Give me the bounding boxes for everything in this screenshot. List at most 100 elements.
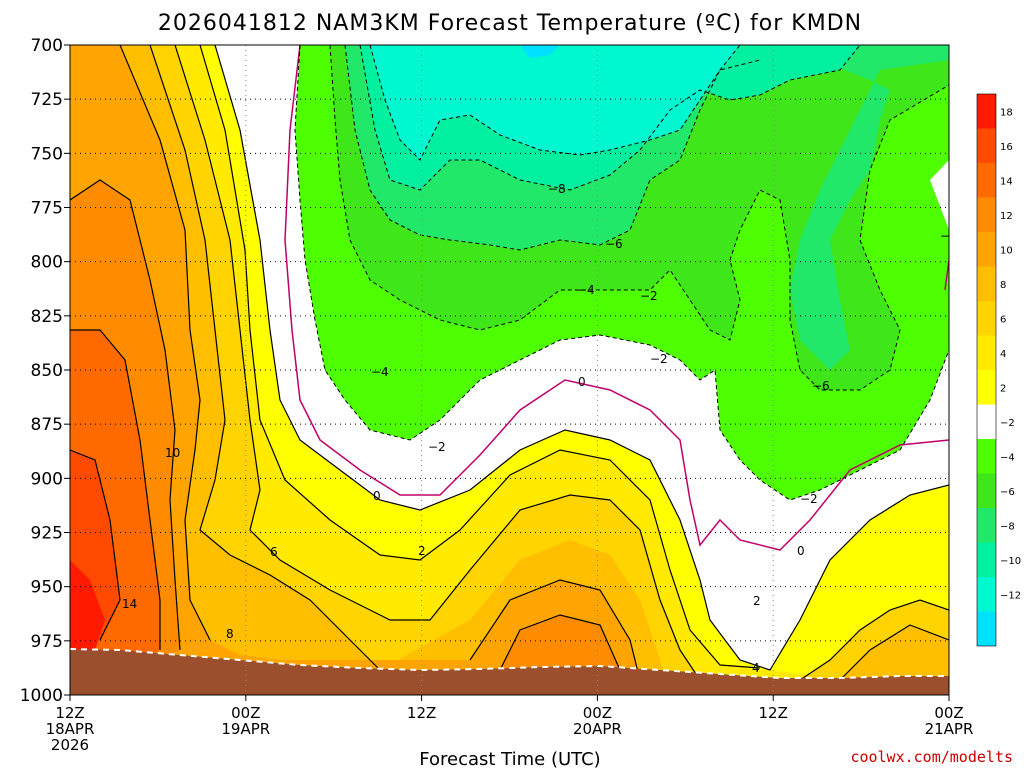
grid (70, 45, 949, 695)
contour-m2 (294, 45, 949, 501)
plot-area: 14 10 8 6 2 0 −2 −4 −6 −8 −4 −2 0 −2 −6 … (70, 45, 958, 695)
colorbar: 18 16 14 12 10 8 6 4 2 −2 −4 −6 −8 −10 −12 (976, 93, 1021, 647)
y-tick-label-8: 900 (31, 469, 63, 489)
colorbar-swatch-5 (977, 266, 996, 301)
y-tick-label-12: 1000 (20, 686, 63, 706)
contour-label-m4: −4 (371, 365, 389, 379)
colorbar-label-6: 6 (1000, 314, 1006, 325)
colorbar-swatch-8 (977, 370, 996, 405)
contour-16 (70, 449, 121, 641)
zero-contour (284, 45, 949, 551)
contour-6-right (839, 624, 949, 681)
contour-label-m2-d: −2 (940, 229, 958, 243)
colorbar-label-14: −12 (1000, 590, 1021, 601)
x-tick-label-4-0: 12Z (759, 704, 788, 722)
colorbar-label-0: 18 (1000, 107, 1013, 118)
contour-label-10: 10 (165, 446, 180, 460)
colorbar-swatch-11 (977, 473, 996, 508)
credit-text: coolwx.com/modelts (850, 748, 1013, 766)
colorbar-swatch-14 (977, 577, 996, 612)
band-le-m12 (520, 45, 560, 58)
contour-label-m2-b: −2 (650, 352, 668, 366)
x-tick-label-1-1: 19APR (221, 720, 270, 738)
contour-10-right (489, 614, 621, 691)
colorbar-label-1: 16 (1000, 142, 1013, 153)
colorbar-swatch-6 (977, 301, 996, 336)
y-tick-label-4: 800 (31, 253, 63, 273)
contour-4 (199, 45, 761, 669)
y-tick-label-3: 775 (31, 199, 63, 219)
contour-m10 (369, 45, 741, 161)
y-tick-label-6: 850 (31, 361, 63, 381)
terrain-edge (70, 648, 949, 679)
contour-0-edge (944, 259, 949, 291)
contour-14 (70, 329, 161, 650)
colorbar-swatch-9 (977, 404, 996, 439)
contour-label-m6: −6 (605, 237, 623, 251)
contour-label-m2-e: −2 (640, 289, 658, 303)
colorbar-swatch-3 (977, 197, 996, 232)
contour-label-4: 4 (752, 661, 760, 675)
colorbar-label-8: 2 (1000, 383, 1006, 394)
x-axis-label: Forecast Time (UTC) (419, 749, 600, 768)
x-tick-label-0-0: 12Z (55, 704, 84, 722)
y-tick-label-10: 950 (31, 578, 63, 598)
contour-label-2-b: 2 (753, 594, 761, 608)
contour-4-right (799, 599, 949, 681)
contour-label-m2-c: −2 (800, 492, 818, 506)
y-tick-label-5: 825 (31, 307, 63, 327)
contour-label-14: 14 (122, 597, 137, 611)
colorbar-label-12: −8 (1000, 521, 1015, 532)
x-tick-label-0-2: 2026 (51, 736, 89, 754)
negative-contours (294, 45, 949, 501)
contour-label-6: 6 (270, 545, 278, 559)
colorbar-label-7: 4 (1000, 349, 1006, 360)
band-ge-18 (70, 560, 105, 660)
colorbar-label-2: 14 (1000, 176, 1013, 187)
band-ge-4 (70, 45, 949, 695)
colorbar-swatch-0 (977, 94, 996, 129)
colorbar-frame (976, 93, 997, 647)
colorbar-swatch-13 (977, 542, 996, 577)
contour-label-8: 8 (226, 627, 234, 641)
colorbar-swatch-4 (977, 232, 996, 267)
contour-8-right (469, 579, 641, 681)
chart-title: 2026041812 NAM3KM Forecast Temperature (… (158, 11, 862, 36)
colorbar-label-11: −6 (1000, 487, 1015, 498)
colorbar-swatch-7 (977, 335, 996, 370)
y-tick-label-11: 975 (31, 632, 63, 652)
contour-label-m4-b: −4 (577, 283, 595, 297)
x-tick-label-0-1: 18APR (46, 720, 95, 738)
contour-m4 (329, 45, 949, 391)
contour-label-m2: −2 (428, 440, 446, 454)
colorbar-label-10: −4 (1000, 452, 1015, 463)
colorbar-label-5: 8 (1000, 280, 1006, 291)
x-tick-label-3-0: 00Z (583, 704, 612, 722)
contour-0 (284, 45, 949, 551)
contour-label-0-b: 0 (578, 375, 586, 389)
colorbar-label-3: 12 (1000, 211, 1013, 222)
colorbar-swatch-1 (977, 128, 996, 163)
contour-2 (214, 45, 949, 671)
x-tick-label-3-1: 20APR (573, 720, 622, 738)
contour-m8 (359, 45, 861, 191)
contour-6 (174, 45, 701, 681)
colorbar-label-4: 10 (1000, 245, 1013, 256)
contour-label-0: 0 (373, 489, 381, 503)
contour-10 (119, 45, 211, 641)
y-tick-label-7: 875 (31, 415, 63, 435)
positive-contours (70, 45, 949, 691)
colorbar-swatch-12 (977, 508, 996, 543)
y-axis: 700 725 750 775 800 825 850 875 900 925 950 975 1000 (20, 36, 70, 706)
colorbar-swatch-10 (977, 439, 996, 474)
contour-8 (149, 45, 381, 671)
x-tick-label-1-0: 00Z (231, 704, 260, 722)
y-tick-label-9: 925 (31, 524, 63, 544)
x-tick-label-5-1: 21APR (925, 720, 974, 738)
contour-label-m6-b: −6 (812, 379, 830, 393)
contour-12 (70, 179, 181, 651)
contour-label-0-c: 0 (797, 544, 805, 558)
y-tick-label-1: 725 (31, 90, 63, 110)
